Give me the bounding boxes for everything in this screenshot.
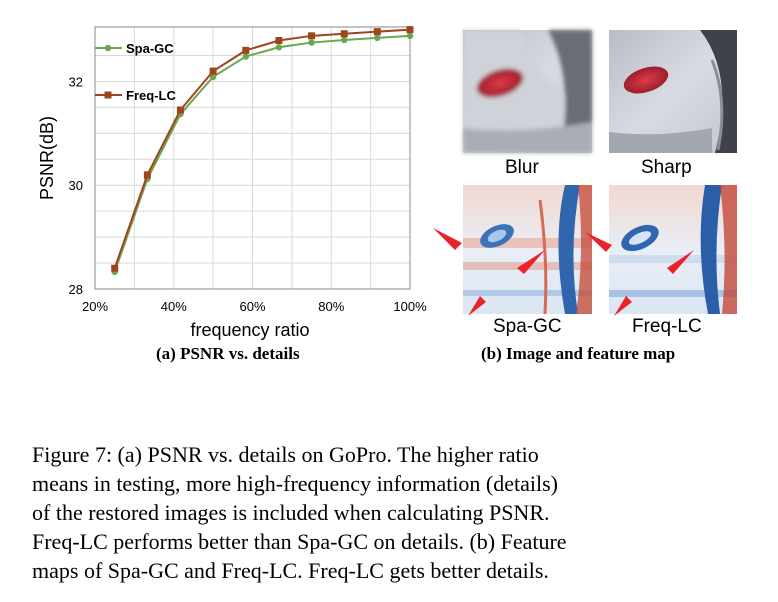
data-point [340, 30, 348, 38]
y-axis-label: PSNR(dB) [37, 116, 57, 200]
data-point [373, 28, 381, 36]
subcaption-a: (a) PSNR vs. details [156, 344, 300, 363]
arrow-icon [667, 250, 694, 274]
x-tick-label: 40% [161, 299, 187, 314]
freq-lc-label: Freq-LC [632, 316, 702, 337]
chart-grid [95, 27, 411, 289]
data-point [242, 46, 250, 54]
data-point [176, 106, 184, 114]
data-point [209, 67, 217, 75]
data-point [341, 36, 348, 44]
blur-image [463, 30, 592, 153]
x-tick-label: 20% [82, 299, 108, 314]
data-point [275, 44, 283, 51]
x-tick-label: 100% [393, 299, 427, 314]
spa-gc-label: Spa-GC [493, 316, 562, 337]
data-point [242, 53, 250, 60]
sharp-image [609, 30, 737, 153]
caption-line: Freq-LC performs better than Spa-GC on d… [32, 529, 567, 554]
series-line-spa-gc [113, 34, 411, 273]
arrow-icon [517, 250, 545, 274]
series-line-freq-lc [113, 28, 411, 269]
subcaption-b: (b) Image and feature map [481, 344, 676, 363]
caption-line: of the restored images is included when … [32, 500, 550, 525]
caption-line: Figure 7: (a) PSNR vs. details on GoPro.… [32, 442, 539, 467]
x-axis-label: frequency ratio [190, 320, 309, 340]
chart-ticks: 20% 40% 60% 80% 100% 28 30 32 [69, 74, 428, 314]
legend-label-spa-gc: Spa-GC [126, 41, 174, 56]
data-point [406, 32, 414, 40]
sharp-label: Sharp [641, 157, 692, 178]
arrow-icon [585, 232, 612, 252]
arrow-icon [614, 296, 632, 316]
chart-series [111, 26, 414, 276]
data-point [374, 34, 381, 42]
arrow-icon [468, 296, 486, 316]
arrow-icon [433, 228, 462, 250]
chart-legend: Spa-GC Freq-LC [95, 41, 176, 103]
x-tick-label: 60% [239, 299, 265, 314]
caption-line: means in testing, more high-frequency in… [32, 471, 559, 496]
blur-label: Blur [505, 157, 539, 178]
highlight-arrows [433, 228, 694, 316]
spa-gc-feature-map [463, 185, 592, 315]
y-tick-label: 28 [69, 282, 83, 297]
data-point [308, 32, 316, 40]
data-point [111, 264, 119, 272]
freq-lc-feature-map [609, 185, 737, 314]
psnr-chart: 20% 40% 60% 80% 100% 28 30 32 Spa-GC Freq-LC fr… [37, 26, 737, 340]
x-tick-label: 80% [318, 299, 344, 314]
y-tick-label: 32 [69, 74, 83, 89]
legend-marker-spa-gc [104, 44, 112, 52]
legend-marker-freq-lc [104, 91, 112, 99]
data-point [143, 171, 151, 179]
data-point [209, 73, 217, 81]
y-tick-label: 30 [69, 178, 83, 193]
data-point [275, 36, 283, 44]
plot-frame [94, 26, 411, 290]
caption-line: maps of Spa-GC and Freq-LC. Freq-LC gets… [32, 558, 549, 583]
legend-label-freq-lc: Freq-LC [126, 88, 176, 103]
data-point [308, 39, 315, 46]
data-point [406, 26, 414, 34]
figure-caption: Figure 7: (a) PSNR vs. details on GoPro.… [32, 440, 748, 585]
